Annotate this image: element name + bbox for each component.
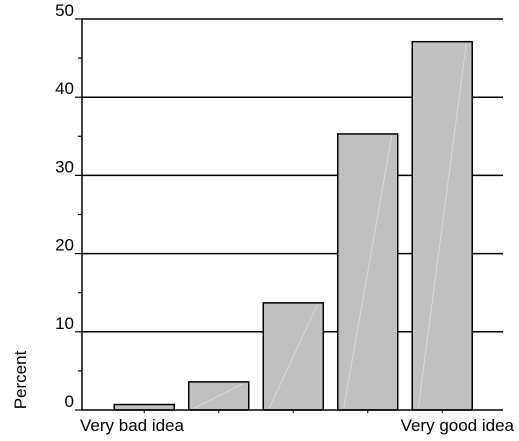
y-tick-label: 40 xyxy=(55,79,74,98)
x-tick-label: Very good idea xyxy=(401,416,515,435)
y-tick-label: 10 xyxy=(55,314,74,333)
x-tick-label: Very bad idea xyxy=(80,416,185,435)
y-axis-label: Percent xyxy=(11,350,30,409)
bar-highlight xyxy=(194,383,243,409)
bar-highlight xyxy=(417,43,467,409)
y-tick-label: 0 xyxy=(65,392,74,411)
y-tick-label: 20 xyxy=(55,236,74,255)
y-tick-label: 50 xyxy=(55,1,74,20)
y-axis xyxy=(75,18,503,411)
y-tick-labels: 0 10 20 30 40 50 xyxy=(55,1,74,411)
bar-highlight xyxy=(268,304,318,409)
bar xyxy=(113,403,175,411)
x-tick-labels: Very bad idea Very good idea xyxy=(80,416,515,435)
y-tick-label: 30 xyxy=(55,157,74,176)
bar-highlight xyxy=(343,135,393,409)
bars xyxy=(113,40,473,413)
